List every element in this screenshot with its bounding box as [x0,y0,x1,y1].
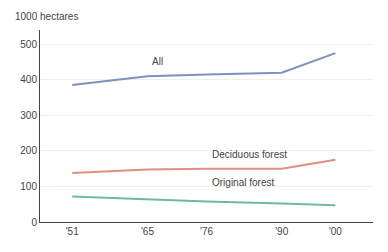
svg-text:'65: '65 [141,226,154,237]
svg-text:1000 hectares: 1000 hectares [15,11,78,22]
svg-text:'90: '90 [275,226,288,237]
svg-text:'76: '76 [200,226,213,237]
svg-text:'00: '00 [329,226,342,237]
svg-text:'51: '51 [66,226,79,237]
svg-text:0: 0 [31,217,37,228]
svg-text:100: 100 [20,181,37,192]
svg-text:200: 200 [20,145,37,156]
svg-text:300: 300 [20,110,37,121]
svg-text:400: 400 [20,74,37,85]
svg-text:Deciduous forest: Deciduous forest [212,149,287,160]
svg-text:500: 500 [20,39,37,50]
svg-text:All: All [152,56,163,67]
svg-text:Original forest: Original forest [212,177,274,188]
